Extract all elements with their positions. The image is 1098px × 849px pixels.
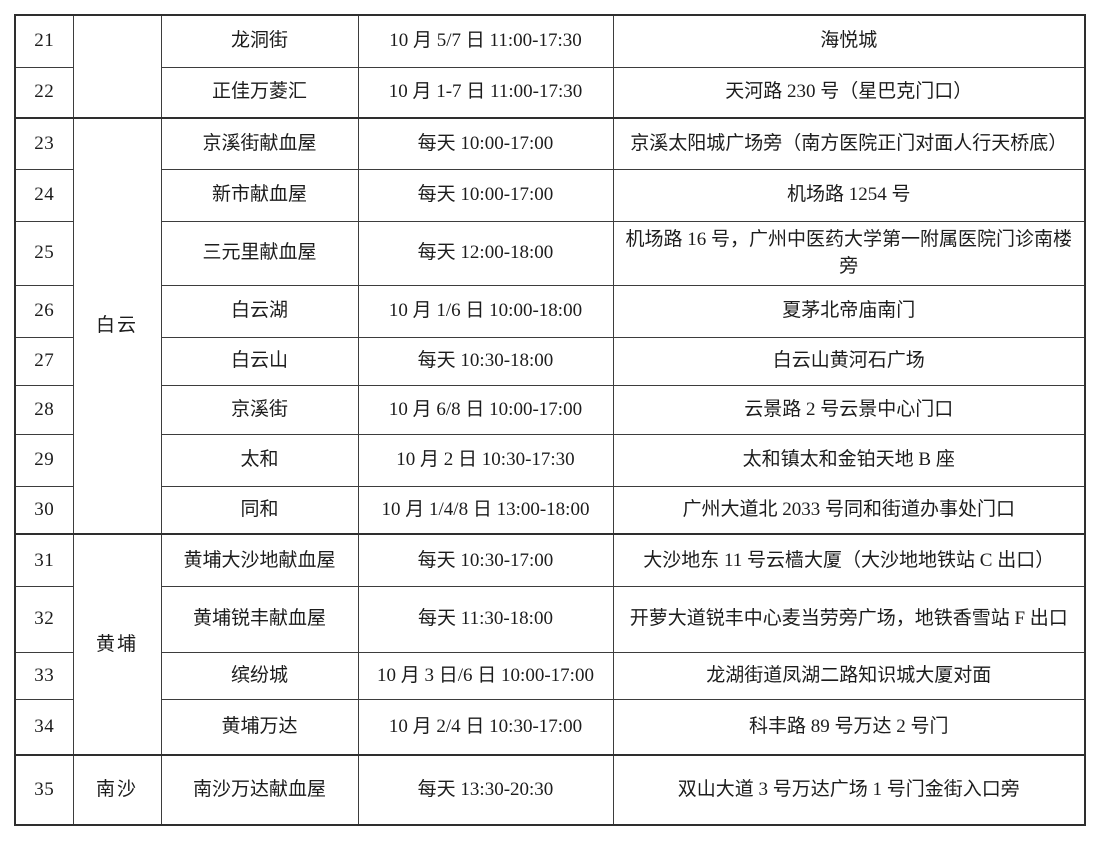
table-row: 30 同和 10 月 1/4/8 日 13:00-18:00 广州大道北 203… bbox=[14, 485, 1086, 535]
row-number-cell: 27 bbox=[14, 336, 74, 386]
table-row: 35 南沙 南沙万达献血屋 每天 13:30-20:30 双山大道 3 号万达广… bbox=[14, 754, 1086, 826]
location-cell: 南沙万达献血屋 bbox=[160, 754, 359, 826]
location-cell: 太和 bbox=[160, 433, 359, 487]
time-cell: 10 月 2 日 10:30-17:30 bbox=[357, 433, 614, 487]
table-row: 29 太和 10 月 2 日 10:30-17:30 太和镇太和金铂天地 B 座 bbox=[14, 433, 1086, 487]
document-page: 21 龙洞街 10 月 5/7 日 11:00-17:30 海悦城 22 正佳万… bbox=[14, 14, 1086, 827]
row-number-cell: 32 bbox=[14, 585, 74, 653]
district-cell: 白云 bbox=[72, 116, 162, 535]
address-cell: 天河路 230 号（星巴克门口） bbox=[612, 66, 1086, 119]
table-row: 32 黄埔锐丰献血屋 每天 11:30-18:00 开萝大道锐丰中心麦当劳旁广场… bbox=[14, 585, 1086, 653]
address-cell: 广州大道北 2033 号同和街道办事处门口 bbox=[612, 485, 1086, 535]
time-cell: 10 月 1/6 日 10:00-18:00 bbox=[357, 284, 614, 338]
location-cell: 京溪街 bbox=[160, 384, 359, 435]
row-number-cell: 28 bbox=[14, 384, 74, 435]
location-cell: 同和 bbox=[160, 485, 359, 535]
address-cell: 双山大道 3 号万达广场 1 号门金街入口旁 bbox=[612, 754, 1086, 826]
address-cell: 开萝大道锐丰中心麦当劳旁广场，地铁香雪站 F 出口 bbox=[612, 585, 1086, 653]
row-number-cell: 21 bbox=[14, 14, 74, 68]
location-cell: 正佳万菱汇 bbox=[160, 66, 359, 119]
row-number-cell: 24 bbox=[14, 168, 74, 222]
row-number-cell: 22 bbox=[14, 66, 74, 119]
time-cell: 10 月 3 日/6 日 10:00-17:00 bbox=[357, 651, 614, 700]
time-cell: 10 月 6/8 日 10:00-17:00 bbox=[357, 384, 614, 435]
time-cell: 10 月 2/4 日 10:30-17:00 bbox=[357, 698, 614, 756]
district-cell: 南沙 bbox=[72, 754, 162, 826]
table-row: 27 白云山 每天 10:30-18:00 白云山黄河石广场 bbox=[14, 336, 1086, 386]
table-row: 34 黄埔万达 10 月 2/4 日 10:30-17:00 科丰路 89 号万… bbox=[14, 698, 1086, 756]
row-number-cell: 26 bbox=[14, 284, 74, 338]
location-cell: 白云湖 bbox=[160, 284, 359, 338]
location-cell: 白云山 bbox=[160, 336, 359, 386]
address-cell: 太和镇太和金铂天地 B 座 bbox=[612, 433, 1086, 487]
address-cell: 机场路 1254 号 bbox=[612, 168, 1086, 222]
table-row: 24 新市献血屋 每天 10:00-17:00 机场路 1254 号 bbox=[14, 168, 1086, 222]
location-cell: 黄埔锐丰献血屋 bbox=[160, 585, 359, 653]
time-cell: 10 月 1-7 日 11:00-17:30 bbox=[357, 66, 614, 119]
row-number-cell: 34 bbox=[14, 698, 74, 756]
location-cell: 黄埔万达 bbox=[160, 698, 359, 756]
table-row: 33 缤纷城 10 月 3 日/6 日 10:00-17:00 龙湖街道凤湖二路… bbox=[14, 651, 1086, 700]
table-row: 28 京溪街 10 月 6/8 日 10:00-17:00 云景路 2 号云景中… bbox=[14, 384, 1086, 435]
time-cell: 每天 10:00-17:00 bbox=[357, 168, 614, 222]
address-cell: 海悦城 bbox=[612, 14, 1086, 68]
table-row: 25 三元里献血屋 每天 12:00-18:00 机场路 16 号，广州中医药大… bbox=[14, 220, 1086, 286]
row-number-cell: 23 bbox=[14, 117, 74, 170]
blood-donation-schedule-table: 21 龙洞街 10 月 5/7 日 11:00-17:30 海悦城 22 正佳万… bbox=[14, 14, 1086, 827]
table-row: 23 白云 京溪街献血屋 每天 10:00-17:00 京溪太阳城广场旁（南方医… bbox=[14, 116, 1086, 535]
row-number-cell: 25 bbox=[14, 220, 74, 286]
time-cell: 10 月 1/4/8 日 13:00-18:00 bbox=[357, 485, 614, 535]
district-cell bbox=[72, 14, 162, 119]
table-row: 26 白云湖 10 月 1/6 日 10:00-18:00 夏茅北帝庙南门 bbox=[14, 284, 1086, 338]
address-cell: 夏茅北帝庙南门 bbox=[612, 284, 1086, 338]
table-row: 22 正佳万菱汇 10 月 1-7 日 11:00-17:30 天河路 230 … bbox=[14, 66, 1086, 119]
location-cell: 黄埔大沙地献血屋 bbox=[160, 533, 359, 587]
time-cell: 每天 12:00-18:00 bbox=[357, 220, 614, 286]
address-cell: 龙湖街道凤湖二路知识城大厦对面 bbox=[612, 651, 1086, 700]
address-cell: 京溪太阳城广场旁（南方医院正门对面人行天桥底） bbox=[612, 117, 1086, 170]
location-cell: 缤纷城 bbox=[160, 651, 359, 700]
time-cell: 每天 11:30-18:00 bbox=[357, 585, 614, 653]
location-cell: 新市献血屋 bbox=[160, 168, 359, 222]
row-number-cell: 35 bbox=[14, 754, 74, 826]
address-cell: 大沙地东 11 号云樯大厦（大沙地地铁站 C 出口） bbox=[612, 533, 1086, 587]
location-cell: 龙洞街 bbox=[160, 14, 359, 68]
time-cell: 10 月 5/7 日 11:00-17:30 bbox=[357, 14, 614, 68]
row-number-cell: 33 bbox=[14, 651, 74, 700]
time-cell: 每天 10:30-17:00 bbox=[357, 533, 614, 587]
row-number-cell: 30 bbox=[14, 485, 74, 535]
location-cell: 三元里献血屋 bbox=[160, 220, 359, 286]
row-number-cell: 31 bbox=[14, 533, 74, 587]
time-cell: 每天 13:30-20:30 bbox=[357, 754, 614, 826]
table-row: 21 龙洞街 10 月 5/7 日 11:00-17:30 海悦城 bbox=[14, 14, 1086, 119]
row-number-cell: 29 bbox=[14, 433, 74, 487]
location-cell: 京溪街献血屋 bbox=[160, 117, 359, 170]
time-cell: 每天 10:00-17:00 bbox=[357, 117, 614, 170]
address-cell: 白云山黄河石广场 bbox=[612, 336, 1086, 386]
district-cell: 黄埔 bbox=[72, 533, 162, 756]
address-cell: 机场路 16 号，广州中医药大学第一附属医院门诊南楼旁 bbox=[612, 220, 1086, 286]
time-cell: 每天 10:30-18:00 bbox=[357, 336, 614, 386]
address-cell: 云景路 2 号云景中心门口 bbox=[612, 384, 1086, 435]
table-row: 31 黄埔 黄埔大沙地献血屋 每天 10:30-17:00 大沙地东 11 号云… bbox=[14, 533, 1086, 756]
address-cell: 科丰路 89 号万达 2 号门 bbox=[612, 698, 1086, 756]
